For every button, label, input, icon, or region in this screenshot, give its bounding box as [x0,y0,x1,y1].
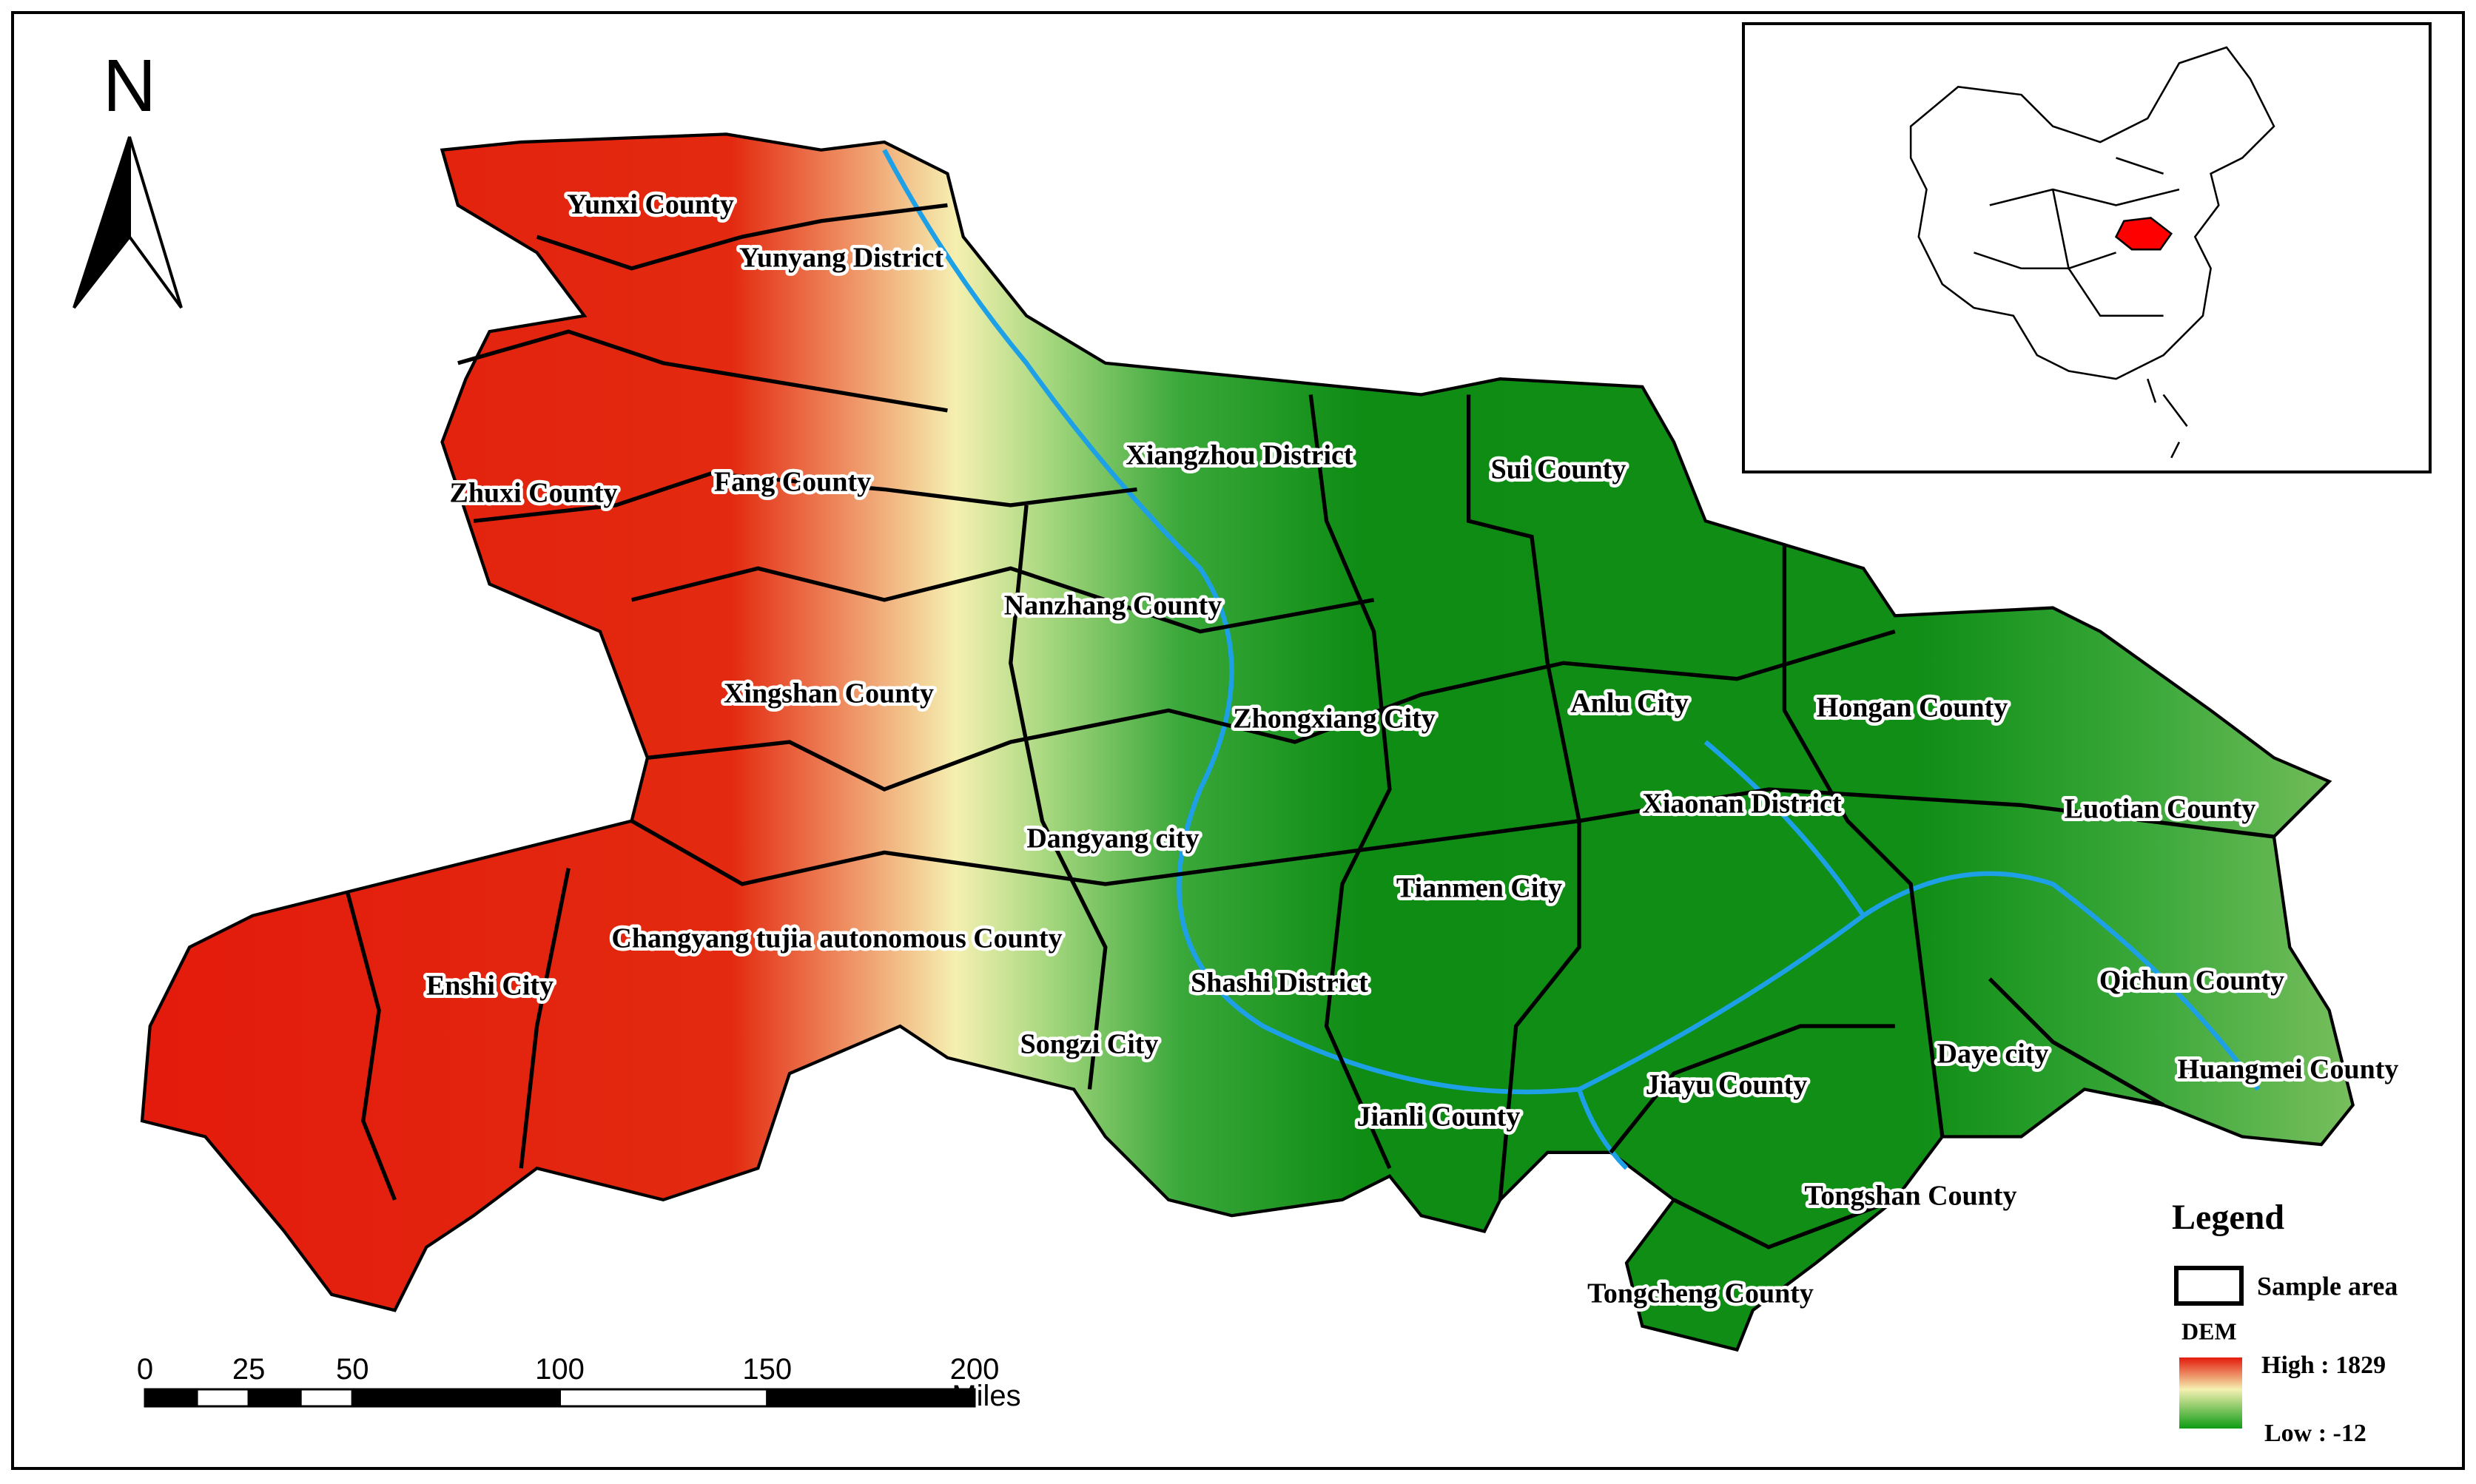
rivers [882,149,2261,1170]
china-outline [1909,46,2275,380]
place-label: Nanzhang County [1004,590,1222,621]
scale-tick-label: 25 [232,1353,266,1386]
place-label: Huangmei County [2178,1054,2399,1085]
place-label: Hongan County [1817,692,2008,724]
scale-segment [247,1388,302,1408]
arrow-right [128,136,183,309]
place-label: Tianmen City [1396,873,1562,904]
place-label: Changyang tujia autonomous County [611,923,1062,954]
scale-tick-label: 0 [137,1353,153,1386]
sample-area-swatch [2174,1266,2244,1306]
place-label: Enshi City [426,971,554,1002]
scale-tick-label: 150 [742,1353,792,1386]
scale-tick-label: 200 [950,1353,1000,1386]
dem-ramp [2179,1357,2242,1429]
place-label: Zhuxi County [449,478,617,509]
place-label: Songzi City [1020,1029,1159,1060]
inset-map [1742,22,2432,473]
scale-segment [766,1388,976,1408]
sample-area-label: Sample area [2257,1271,2398,1301]
arrow-left [73,136,131,309]
dem-surface [140,132,2355,1352]
district-borders [345,203,2275,1249]
scale-tick-label: 100 [535,1353,585,1386]
legend-title: Legend [2172,1198,2284,1237]
scale-tick-label: 50 [336,1353,369,1386]
dem-low: Low : -12 [2264,1420,2366,1447]
north-label: N [103,44,156,127]
place-label: Yunyang District [739,243,944,274]
frame [11,11,2465,1470]
dem-title: DEM [2181,1318,2237,1344]
place-label: Dangyang city [1026,823,1199,854]
place-label: Xiangzhou District [1126,440,1353,471]
north-arrow: N [73,44,183,309]
place-label: Luotian County [2065,794,2256,825]
place-label: Tongcheng County [1587,1278,1814,1309]
place-label: Tongshan County [1805,1181,2017,1212]
south-sea-islands [2147,378,2188,459]
dem-high: High : 1829 [2261,1352,2386,1379]
place-label: Yunxi County [567,189,734,220]
place-label: Qichun County [2099,965,2284,996]
place-label: Jiayu County [1646,1070,1808,1101]
place-label: Xiaonan District [1642,789,1842,820]
hubei-highlight [2114,217,2173,251]
place-label: Sui County [1491,454,1626,485]
place-label: Fang County [714,467,871,498]
place-label: Daye city [1937,1039,2049,1070]
scale-unit: Miles [952,1380,1020,1412]
scale-segment [144,1388,198,1408]
legend: Legend Sample area DEM High : 1829 Low :… [2172,1198,2398,1447]
scale-segment [299,1388,354,1408]
place-label: Xingshan County [724,678,934,709]
province [140,132,2355,1352]
scale-segment [351,1388,561,1408]
scale-segment [195,1388,250,1408]
place-label: Jianli County [1357,1102,1521,1133]
place-label: Zhongxiang City [1233,704,1435,735]
place-label: Shashi District [1191,968,1368,999]
place-label: Anlu City [1570,688,1688,719]
scale-segment [559,1388,769,1408]
